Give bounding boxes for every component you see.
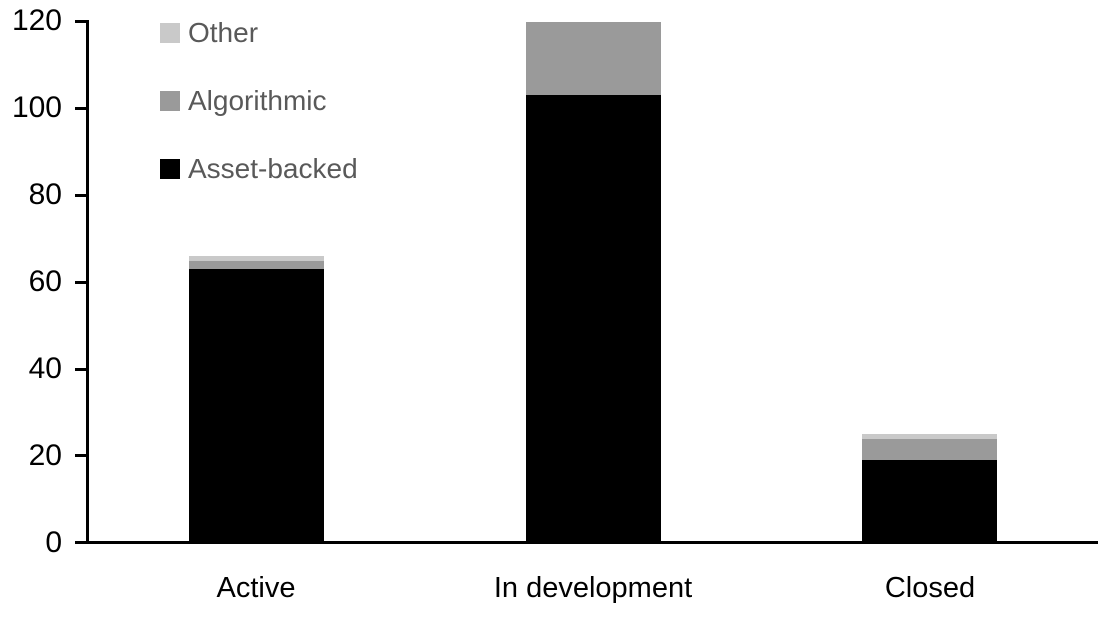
y-tick-label-20: 20 [28,439,62,472]
legend-swatch-algorithmic [160,91,180,111]
y-tick-label-0: 0 [45,526,62,559]
legend-item-other: Other [160,17,358,48]
legend-swatch-asset-backed [160,159,180,179]
bar-segment-asset-backed [189,269,324,543]
y-tick-label-80: 80 [28,178,62,211]
bar-in-development [526,21,661,543]
y-tick-label-120: 120 [11,4,62,37]
bar-segment-other [189,256,324,261]
x-category-label-active: Active [216,572,296,604]
x-category-label-in-development: In development [493,572,693,604]
bar-segment-asset-backed [862,460,997,543]
y-tick-mark-100 [75,107,88,110]
y-tick-label-40: 40 [28,352,62,385]
bar-segment-algorithmic [189,260,324,270]
y-tick-mark-80 [75,194,88,197]
legend-swatch-other [160,23,180,43]
y-tick-label-100: 100 [11,91,62,124]
legend-label-asset-backed: Asset-backed [188,153,358,184]
y-tick-mark-120 [75,20,88,23]
y-tick-mark-20 [75,454,88,457]
y-tick-mark-60 [75,281,88,284]
legend-item-asset-backed: Asset-backed [160,153,358,184]
bar-closed [862,434,997,543]
legend-label-other: Other [188,17,259,48]
bar-active [189,256,324,543]
y-axis-line [86,20,89,544]
bar-segment-algorithmic [862,438,997,461]
y-tick-mark-40 [75,368,88,371]
bar-segment-other [862,434,997,439]
legend-item-algorithmic: Algorithmic [160,85,358,116]
bar-segment-asset-backed [526,95,661,543]
bar-segment-algorithmic [526,21,661,96]
legend: Other Algorithmic Asset-backed [160,17,358,184]
x-axis-line [75,541,1098,544]
x-category-label-closed: Closed [884,572,976,604]
legend-label-algorithmic: Algorithmic [188,85,327,116]
y-tick-label-60: 60 [28,265,62,298]
